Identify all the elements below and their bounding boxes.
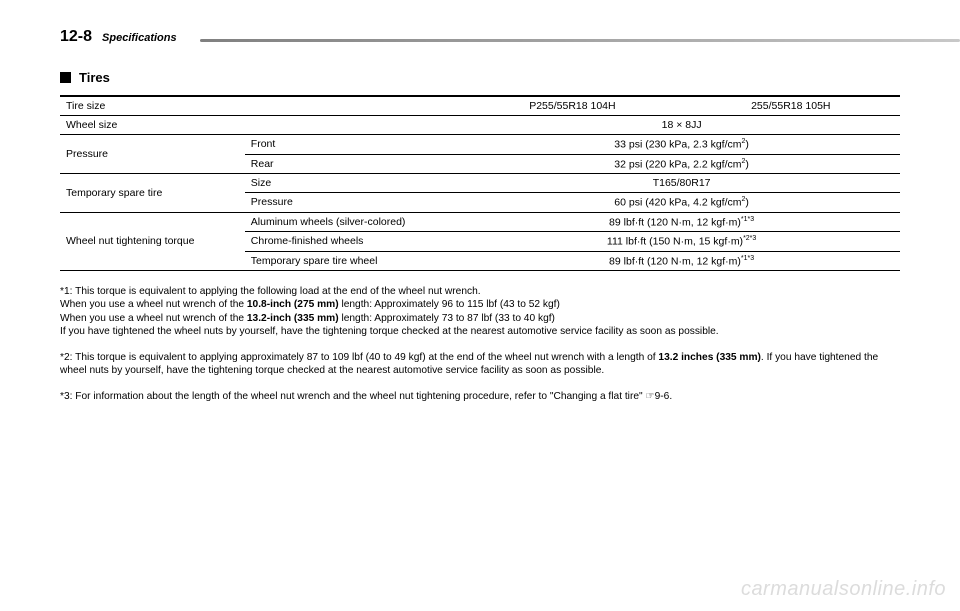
- watermark: carmanualsonline.info: [741, 578, 946, 601]
- cell-value: P255/55R18 104H: [463, 96, 681, 116]
- chapter-title: Specifications: [102, 32, 177, 44]
- cell-value: 111 lbf·ft (150 N·m, 15 kgf·m)*2*3: [463, 232, 900, 252]
- cell-sublabel: Size: [245, 174, 463, 193]
- cell-value: T165/80R17: [463, 174, 900, 193]
- note-text: *1: This torque is equivalent to applyin…: [60, 285, 900, 298]
- note-text: When you use a wheel nut wrench of the 1…: [60, 312, 900, 325]
- cell-sublabel: Pressure: [245, 193, 463, 213]
- note-text: *2: This torque is equivalent to applyin…: [60, 351, 900, 378]
- page-number: 12-8: [60, 28, 92, 46]
- cell-value: 60 psi (420 kPa, 4.2 kgf/cm2): [463, 193, 900, 213]
- cell-value: 32 psi (220 kPa, 2.2 kgf/cm2): [463, 154, 900, 174]
- cell-sublabel: Chrome-finished wheels: [245, 232, 463, 252]
- cell-value: 18 × 8JJ: [463, 116, 900, 135]
- cell-label: Pressure: [60, 135, 245, 174]
- cell-value: 255/55R18 105H: [682, 96, 900, 116]
- cell-label: Temporary spare tire: [60, 174, 245, 213]
- cell-label: Tire size: [60, 96, 463, 116]
- cell-value: 89 lbf·ft (120 N·m, 12 kgf·m)*1*3: [463, 251, 900, 271]
- cell-label: Wheel nut tightening torque: [60, 212, 245, 271]
- cell-sublabel: Front: [245, 135, 463, 155]
- spec-table: Tire size P255/55R18 104H 255/55R18 105H…: [60, 95, 900, 271]
- cell-sublabel: Temporary spare tire wheel: [245, 251, 463, 271]
- cell-label: Wheel size: [60, 116, 463, 135]
- header-rule: [200, 39, 960, 42]
- note-text: *3: For information about the length of …: [60, 390, 900, 403]
- cell-value: 89 lbf·ft (120 N·m, 12 kgf·m)*1*3: [463, 212, 900, 232]
- footnotes: *1: This torque is equivalent to applyin…: [60, 285, 900, 403]
- table-row: Wheel size 18 × 8JJ: [60, 116, 900, 135]
- table-row: Pressure Front 33 psi (230 kPa, 2.3 kgf/…: [60, 135, 900, 155]
- table-row: Temporary spare tire Size T165/80R17: [60, 174, 900, 193]
- note-text: If you have tightened the wheel nuts by …: [60, 325, 900, 338]
- cell-sublabel: Aluminum wheels (silver-colored): [245, 212, 463, 232]
- section-title: Tires: [79, 70, 110, 85]
- cell-value: 33 psi (230 kPa, 2.3 kgf/cm2): [463, 135, 900, 155]
- note-text: When you use a wheel nut wrench of the 1…: [60, 298, 900, 311]
- cell-sublabel: Rear: [245, 154, 463, 174]
- section-bullet: [60, 72, 71, 83]
- table-row: Wheel nut tightening torque Aluminum whe…: [60, 212, 900, 232]
- table-row: Tire size P255/55R18 104H 255/55R18 105H: [60, 96, 900, 116]
